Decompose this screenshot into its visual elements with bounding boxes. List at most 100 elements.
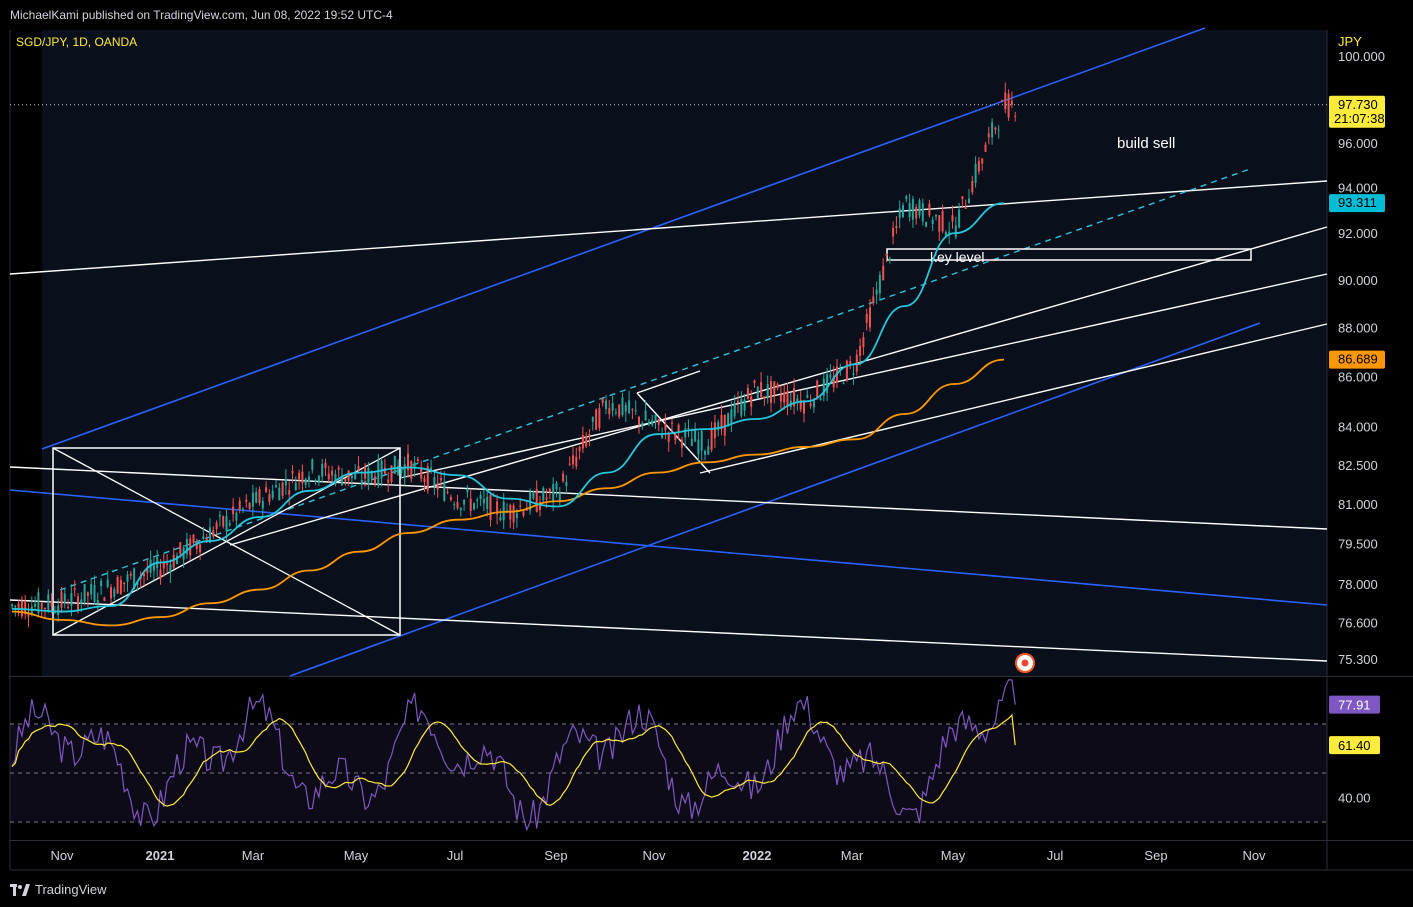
candle-body (258, 489, 261, 503)
candle-body (654, 414, 657, 423)
candle-body (750, 396, 753, 407)
candle-body (519, 505, 522, 507)
candle-body (166, 563, 169, 565)
candle-body (482, 498, 485, 504)
candle-body (1004, 92, 1007, 110)
time-tick-label: Sep (1144, 848, 1167, 863)
drawing-layer: key level build sell (9, 27, 1328, 677)
time-axis: Nov 2021 Mar May Jul Sep Nov 2022 Mar May Jul Sep No… (50, 848, 1266, 863)
candle-body (591, 416, 594, 422)
candle-body (44, 607, 46, 609)
candle-body (100, 580, 103, 587)
candle-body (803, 401, 805, 414)
candle-body (723, 414, 726, 436)
candle-body (885, 253, 888, 256)
candle-body (783, 392, 786, 403)
candle-body (611, 403, 614, 411)
candle-body (459, 507, 462, 511)
candle-body (281, 482, 284, 496)
candle-body (875, 289, 878, 295)
rsi-ma-line (11, 713, 1016, 807)
rsi-tick-label: 40.00 (1338, 791, 1371, 806)
candle-body (133, 568, 136, 589)
candle-body (638, 416, 640, 425)
candle-body (11, 604, 13, 607)
candle-body (242, 508, 244, 510)
candle-body (895, 225, 898, 228)
candle-body (176, 555, 178, 565)
candle-body (598, 408, 601, 428)
candle-body (129, 573, 132, 576)
candle-body (717, 422, 720, 431)
candle-body (334, 474, 337, 485)
candle-body (298, 472, 301, 480)
candle-body (159, 569, 162, 579)
candle-body (644, 410, 647, 421)
candle-body (981, 158, 984, 164)
candle-body (690, 438, 693, 447)
candle-body (268, 494, 271, 502)
candle-body (657, 418, 660, 425)
candle-body (317, 475, 320, 482)
price-tag-value: 93.311 (1338, 195, 1377, 210)
white-rising-line-2 (399, 273, 1328, 479)
candle-body (562, 473, 565, 482)
candle-body (539, 501, 541, 510)
candle-body (360, 480, 363, 483)
price-tick-label: 88.000 (1338, 321, 1378, 336)
price-tag (1329, 194, 1385, 213)
candle-body (407, 453, 409, 471)
tradingview-brand-label: TradingView (35, 882, 107, 897)
candle-body (585, 436, 588, 447)
candle-body (14, 605, 17, 608)
ma-orange-line (11, 358, 1005, 627)
candle-body (113, 589, 116, 597)
ma-cyan-line (11, 202, 1005, 613)
tradingview-logo[interactable]: TradingView (10, 882, 107, 897)
candle-body (70, 593, 73, 606)
candle-body (17, 603, 20, 608)
candle-body (647, 421, 650, 425)
candle-body (377, 460, 380, 486)
candle-body (793, 388, 796, 407)
candle-body (393, 455, 396, 474)
candle-body (90, 583, 93, 595)
candle-body (812, 399, 815, 408)
candle-body (476, 499, 479, 501)
candle-body (634, 410, 637, 412)
candle-body (410, 461, 413, 480)
candle-body (275, 485, 277, 488)
candle-body (756, 386, 759, 399)
candle-body (420, 468, 423, 479)
candle-body (849, 361, 852, 364)
candle-body (859, 345, 862, 356)
price-tick-label: 92.000 (1338, 226, 1378, 241)
candle-body (261, 500, 264, 509)
candle-body (862, 337, 865, 347)
candle-body (354, 472, 357, 480)
candle-body (925, 222, 928, 227)
candle-body (413, 462, 416, 469)
candle-body (350, 475, 353, 479)
candle-body (60, 591, 63, 608)
candle-body (994, 127, 997, 130)
candle-body (225, 516, 228, 532)
candle-body (733, 402, 736, 417)
candle-body (50, 601, 53, 607)
candle-body (1001, 100, 1003, 102)
candle-body (24, 600, 27, 615)
candle-body (872, 296, 875, 303)
price-tick-label: 78.000 (1338, 577, 1378, 592)
candle-body (119, 579, 122, 594)
candle-body (958, 209, 961, 228)
candle-body (172, 554, 175, 568)
candle-body (27, 613, 30, 617)
candle-body (588, 434, 591, 437)
candle-body (96, 600, 99, 604)
price-tick-label: 82.500 (1338, 458, 1378, 473)
candle-body (628, 400, 631, 414)
candle-body (248, 502, 251, 509)
candle-body (532, 492, 535, 499)
candle-body (575, 456, 578, 467)
